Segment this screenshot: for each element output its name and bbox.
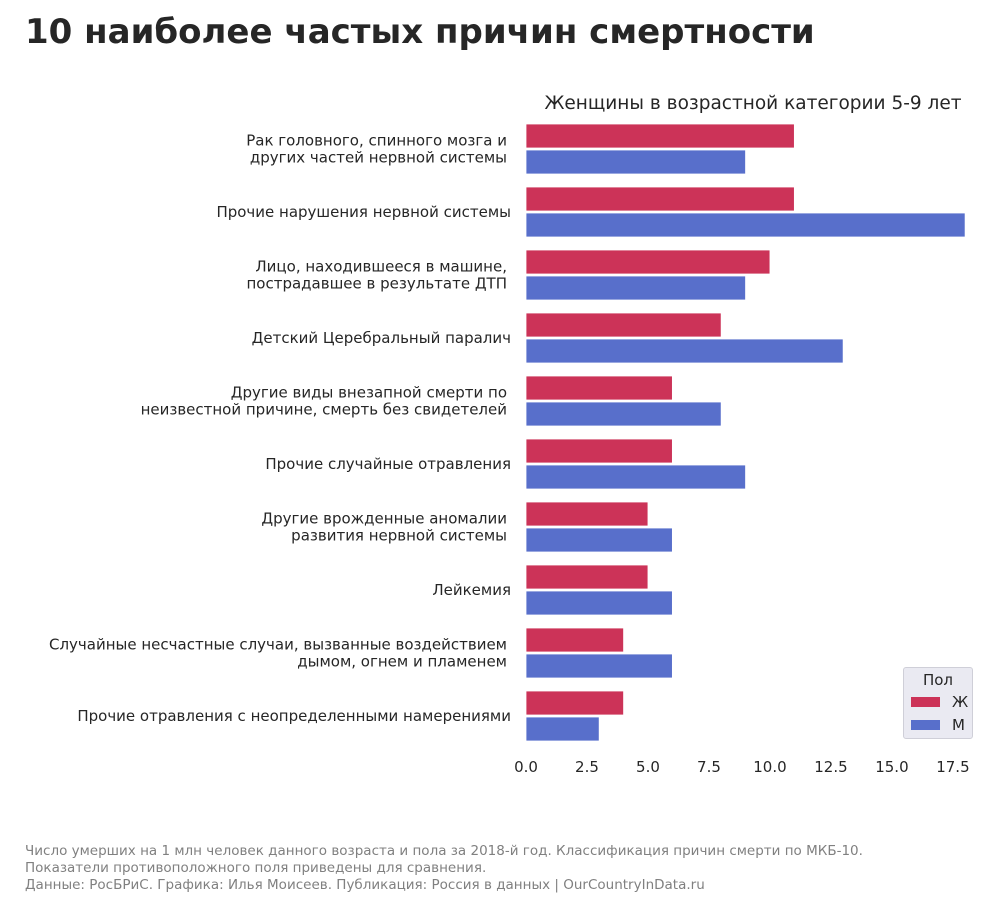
- bar-female-6: [525, 438, 673, 464]
- footer-note: Число умерших на 1 млн человек данного в…: [25, 843, 863, 894]
- x-tick-label: 10.0: [753, 758, 786, 776]
- bar-female-10: [525, 690, 624, 716]
- category-label-1: Рак головного, спинного мозга и других ча…: [246, 132, 507, 167]
- category-label-5: Другие виды внезапной смерти по неизвестн…: [141, 384, 507, 419]
- legend-label-male: М: [952, 716, 965, 734]
- x-tick-label: 2.5: [575, 758, 599, 776]
- bar-female-4: [525, 312, 722, 338]
- page-title: 10 наиболее частых причин смертности: [25, 12, 815, 52]
- bar-female-3: [525, 249, 771, 275]
- bar-male-4: [525, 338, 844, 364]
- category-label-10: Прочие отравления с неопределенными наме…: [77, 707, 511, 725]
- category-label-6: Прочие случайные отравления: [265, 455, 511, 473]
- bar-female-1: [525, 123, 795, 149]
- bar-female-2: [525, 186, 795, 212]
- x-tick-label: 0.0: [514, 758, 538, 776]
- bar-female-9: [525, 627, 624, 653]
- category-label-7: Другие врожденные аномалии развития нервн…: [261, 510, 507, 545]
- x-tick-label: 17.5: [936, 758, 969, 776]
- legend-swatch-female: [911, 697, 940, 707]
- bar-male-6: [525, 464, 746, 490]
- footer-line-1: Число умерших на 1 млн человек данного в…: [25, 843, 863, 859]
- category-label-3: Лицо, находившееся в машине, пострадавшее…: [246, 258, 507, 293]
- bar-female-7: [525, 501, 649, 527]
- category-label-4: Детский Церебральный паралич: [252, 329, 511, 347]
- bar-male-10: [525, 716, 600, 742]
- bar-male-2: [525, 212, 966, 238]
- legend-title: Пол: [922, 671, 954, 689]
- footer-line-2: Показатели противоположного поля приведе…: [25, 860, 487, 876]
- bar-male-5: [525, 401, 722, 427]
- bar-male-1: [525, 149, 746, 175]
- bar-male-9: [525, 653, 673, 679]
- category-label-9: Случайные несчастные случаи, вызванные в…: [49, 636, 507, 671]
- bar-male-7: [525, 527, 673, 553]
- x-tick-label: 12.5: [814, 758, 847, 776]
- bar-female-5: [525, 375, 673, 401]
- bar-chart: Женщины в возрастной категории 5-9 лет Ра…: [49, 93, 970, 776]
- x-tick-label: 15.0: [875, 758, 908, 776]
- legend: Пол Ж М: [903, 667, 973, 739]
- chart-subtitle: Женщины в возрастной категории 5-9 лет: [544, 93, 961, 114]
- footer-line-3: Данные: РосБРиС. Графика: Илья Моисеев. …: [25, 877, 705, 893]
- category-label-8: Лейкемия: [432, 581, 511, 599]
- bar-female-8: [525, 564, 649, 590]
- bar-male-3: [525, 275, 746, 301]
- x-tick-label: 7.5: [697, 758, 721, 776]
- x-tick-label: 5.0: [636, 758, 660, 776]
- legend-swatch-male: [911, 720, 940, 730]
- bar-male-8: [525, 590, 673, 616]
- category-label-2: Прочие нарушения нервной системы: [216, 203, 511, 221]
- legend-label-female: Ж: [952, 693, 969, 711]
